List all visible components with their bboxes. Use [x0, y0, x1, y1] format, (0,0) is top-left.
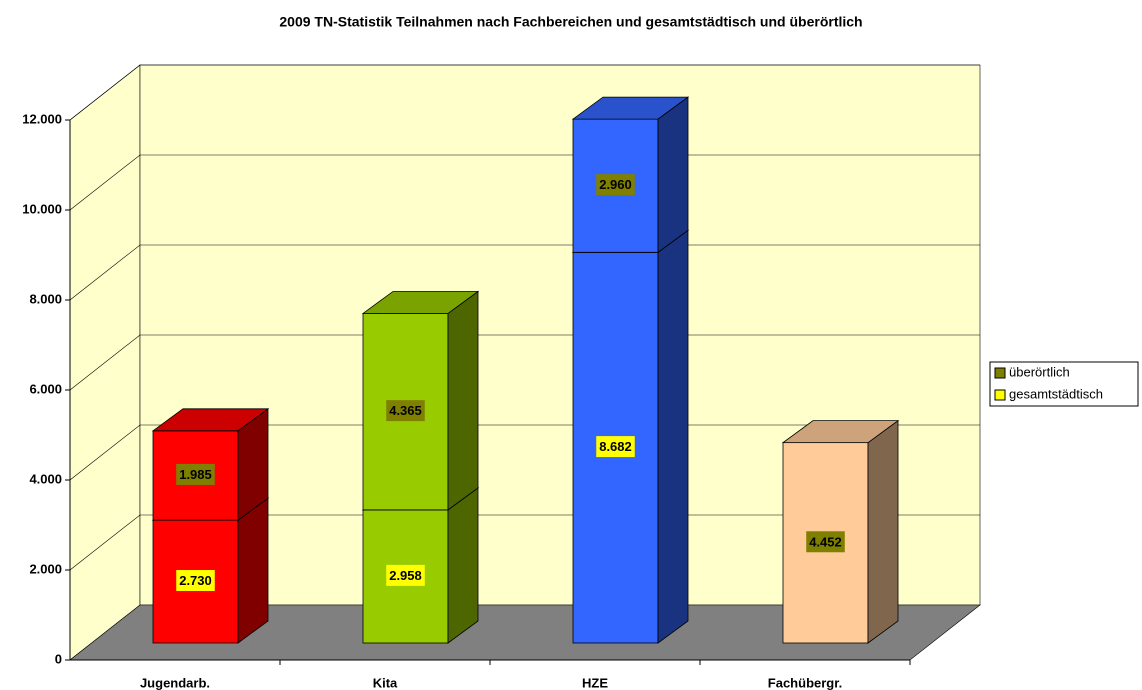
data-label-bg — [806, 531, 845, 553]
y-tick-label: 10.000 — [22, 201, 62, 216]
x-tick-label: Fachübergr. — [768, 675, 842, 690]
bar-top — [361, 291, 480, 314]
y-tick-label: 12.000 — [22, 111, 62, 126]
data-label: 2.960 — [599, 177, 632, 192]
y-tick-label: 8.000 — [29, 291, 62, 306]
y-tick-label: 0 — [55, 651, 62, 666]
data-label-bg — [596, 174, 635, 196]
data-label: 8.682 — [599, 439, 632, 454]
bar-top — [781, 420, 900, 444]
data-label: 2.730 — [179, 573, 212, 588]
data-label-bg — [176, 570, 215, 592]
legend-label: gesamtstädtisch — [1009, 386, 1103, 401]
legend — [989, 361, 1139, 407]
grid-line — [69, 334, 980, 391]
data-label-bg — [386, 400, 425, 422]
legend-swatch — [994, 389, 1006, 401]
data-label: 4.365 — [389, 403, 422, 418]
chart-title: 2009 TN-Statistik Teilnahmen nach Fachbe… — [279, 14, 862, 30]
x-tick-label: Jugendarb. — [140, 675, 210, 690]
data-label: 2.958 — [389, 568, 422, 583]
y-tick-label: 4.000 — [29, 471, 62, 486]
bar-top — [571, 96, 690, 120]
y-tick-label: 2.000 — [29, 561, 62, 576]
grid-line — [69, 514, 980, 571]
bar-side — [237, 497, 269, 644]
legend-swatch — [994, 367, 1006, 379]
bar-top — [151, 408, 270, 432]
bar-side — [867, 419, 899, 644]
data-label: 4.452 — [809, 534, 842, 549]
grid-line — [69, 154, 980, 211]
x-tick-label: Kita — [373, 675, 398, 690]
data-label-bg — [386, 564, 425, 586]
data-label-bg — [176, 463, 215, 485]
grid-line — [69, 64, 980, 121]
legend-label: überörtlich — [1009, 364, 1070, 379]
bar-side — [447, 487, 479, 644]
bar-side — [447, 290, 479, 511]
data-label: 1.985 — [179, 467, 212, 482]
grid-line — [69, 424, 980, 481]
data-label-bg — [596, 436, 635, 458]
bar-side — [657, 96, 689, 254]
grid-line — [69, 244, 980, 301]
y-tick-label: 6.000 — [29, 381, 62, 396]
x-tick-label: HZE — [582, 675, 608, 690]
bar-side — [657, 229, 689, 644]
